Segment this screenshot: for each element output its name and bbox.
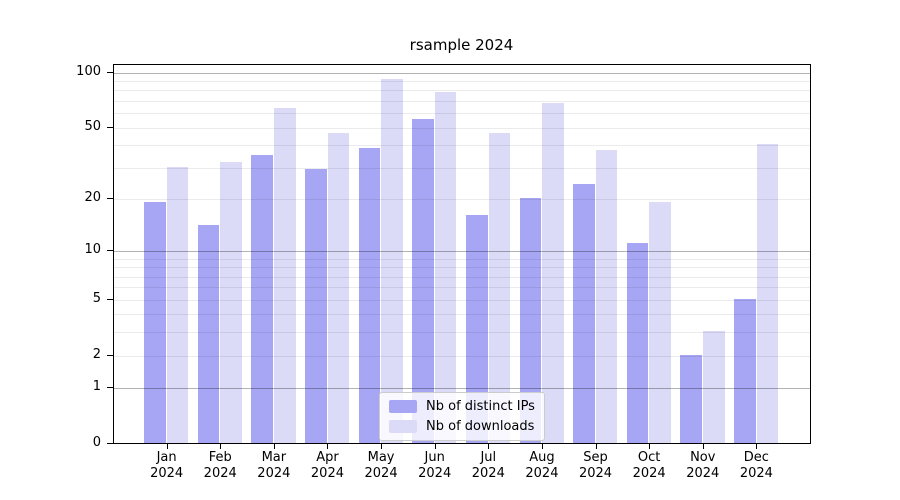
minor-gridline: [114, 332, 810, 334]
bar-distinct-ips-oct: [626, 243, 649, 443]
x-tick-mark: [488, 444, 490, 449]
minor-gridline: [114, 314, 810, 316]
x-tick-label-dec: Dec 2024: [739, 450, 773, 481]
x-tick-mark: [756, 444, 758, 449]
plot-area: [113, 64, 811, 444]
bar-distinct-ips-dec: [733, 298, 756, 443]
y-tick-mark: [107, 354, 113, 356]
bar-downloads-mar: [274, 108, 296, 443]
x-tick-label-oct: Oct 2024: [632, 450, 666, 481]
minor-gridline: [114, 127, 810, 129]
bar-downloads-sep: [595, 150, 618, 443]
bar-distinct-ips-sep: [573, 183, 595, 443]
y-tick-label: 50: [84, 118, 101, 134]
bar-distinct-ips-aug: [519, 198, 542, 443]
bar-distinct-ips-may: [358, 148, 381, 443]
x-tick-label-jul: Jul 2024: [471, 450, 505, 481]
y-tick-mark: [107, 298, 113, 300]
bar-distinct-ips-apr: [305, 169, 327, 443]
x-tick-mark: [702, 444, 704, 449]
x-tick-label-may: May 2024: [364, 450, 398, 481]
bar-downloads-jun: [434, 92, 457, 443]
x-tick-mark: [220, 444, 222, 449]
x-tick-label-apr: Apr 2024: [310, 450, 344, 481]
minor-gridline: [114, 287, 810, 289]
legend-swatch-distinct-ips: [389, 400, 417, 413]
y-tick-mark: [107, 197, 113, 199]
bar-downloads-dec: [756, 144, 779, 443]
bar-downloads-may: [381, 79, 403, 443]
x-tick-label-aug: Aug 2024: [525, 450, 559, 481]
x-tick-mark: [327, 444, 329, 449]
y-tick-label: 20: [84, 189, 101, 205]
x-tick-mark: [434, 444, 436, 449]
bar-downloads-jan: [166, 166, 189, 443]
minor-gridline: [114, 258, 810, 260]
bar-downloads-feb: [220, 161, 243, 443]
x-tick-label-jun: Jun 2024: [418, 450, 452, 481]
minor-gridline: [114, 167, 810, 169]
x-tick-label-mar: Mar 2024: [257, 450, 291, 481]
y-tick-label: 100: [76, 63, 101, 79]
x-tick-label-feb: Feb 2024: [203, 450, 237, 481]
x-tick-mark: [541, 444, 543, 449]
minor-gridline: [114, 355, 810, 357]
x-tick-mark: [649, 444, 651, 449]
bar-downloads-oct: [649, 201, 671, 443]
minor-gridline: [114, 90, 810, 92]
y-tick-mark: [107, 71, 113, 73]
major-gridline: [114, 72, 810, 74]
x-tick-label-nov: Nov 2024: [686, 450, 720, 481]
x-tick-mark: [595, 444, 597, 449]
bar-downloads-jul: [488, 133, 511, 443]
y-tick-mark: [107, 387, 113, 389]
major-gridline: [114, 251, 810, 253]
bar-distinct-ips-nov: [680, 354, 702, 443]
minor-gridline: [114, 267, 810, 269]
y-tick-label: 0: [92, 435, 101, 450]
legend-item: Nb of downloads: [389, 419, 535, 434]
bar-distinct-ips-jun: [412, 119, 434, 443]
bar-downloads-nov: [702, 331, 725, 443]
y-tick-label: 5: [92, 290, 101, 306]
y-tick-label: 1: [92, 379, 101, 395]
legend-label-downloads: Nb of downloads: [426, 419, 535, 434]
y-tick-label: 10: [84, 242, 101, 258]
bars-layer: [114, 65, 810, 443]
x-tick-mark: [273, 444, 275, 449]
major-gridline: [114, 388, 810, 390]
minor-gridline: [114, 80, 810, 82]
legend-item: Nb of distinct IPs: [389, 399, 535, 414]
bar-downloads-apr: [327, 133, 350, 443]
minor-gridline: [114, 145, 810, 147]
minor-gridline: [114, 299, 810, 301]
bar-distinct-ips-mar: [251, 154, 274, 443]
y-tick-mark: [107, 250, 113, 252]
bar-distinct-ips-feb: [197, 225, 220, 443]
minor-gridline: [114, 113, 810, 115]
x-tick-mark: [381, 444, 383, 449]
legend: Nb of distinct IPs Nb of downloads: [379, 392, 545, 441]
y-tick-label: 2: [92, 346, 101, 362]
y-tick-mark: [107, 443, 113, 444]
bar-downloads-aug: [542, 103, 564, 443]
bar-distinct-ips-jan: [144, 201, 166, 443]
y-tick-mark: [107, 126, 113, 128]
chart-title: rsample 2024: [409, 36, 514, 54]
legend-label-distinct-ips: Nb of distinct IPs: [426, 399, 535, 414]
x-tick-mark: [166, 444, 168, 449]
grid-layer: [114, 65, 810, 443]
x-tick-label-jan: Jan 2024: [150, 450, 184, 481]
x-tick-label-sep: Sep 2024: [578, 450, 613, 481]
legend-swatch-downloads: [389, 420, 417, 433]
bar-distinct-ips-jul: [465, 215, 488, 443]
minor-gridline: [114, 276, 810, 278]
minor-gridline: [114, 198, 810, 200]
minor-gridline: [114, 100, 810, 102]
